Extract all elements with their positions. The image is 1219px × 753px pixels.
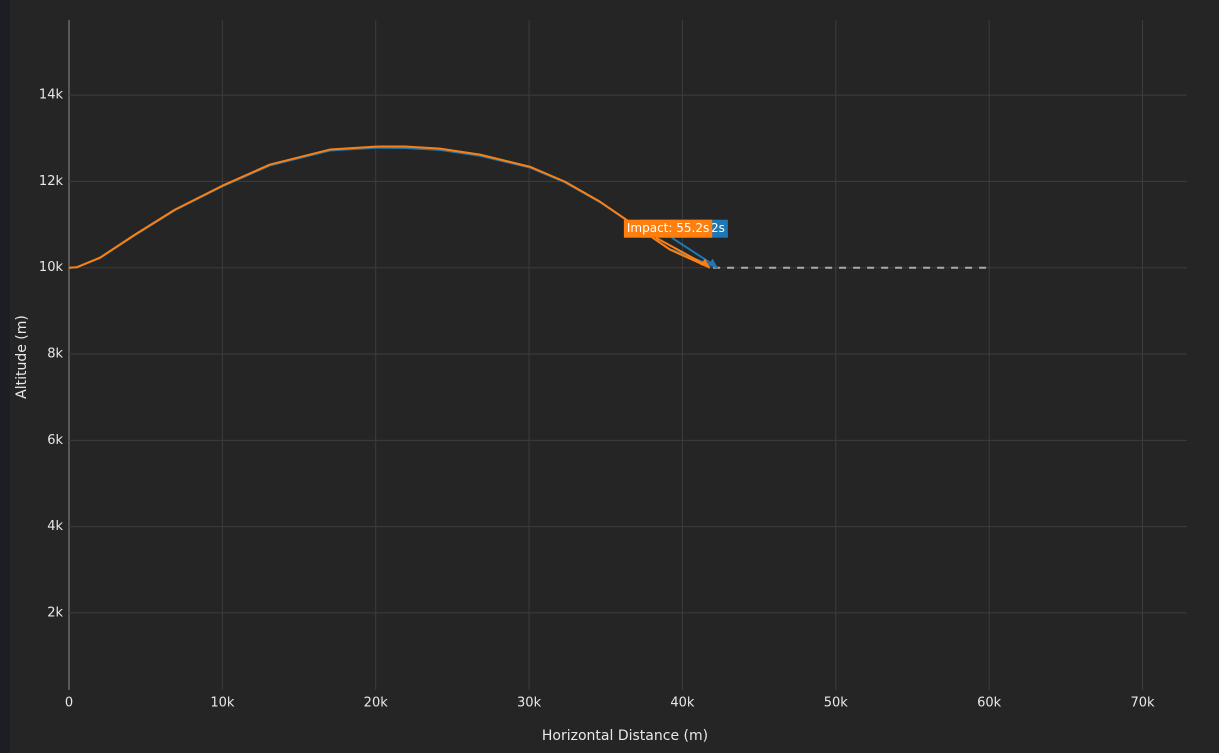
y-tick-label: 6k — [47, 433, 63, 448]
annotation-label: Impact: 55.2s — [627, 221, 709, 235]
x-tick-label: 50k — [824, 696, 849, 711]
y-tick-label: 4k — [47, 519, 63, 534]
annotation-arrow — [671, 236, 716, 267]
y-tick-label: 14k — [39, 88, 64, 103]
y-axis-title: Altitude (m) — [14, 315, 30, 399]
x-axis-title: Horizontal Distance (m) — [542, 728, 708, 744]
annotation-arrowhead — [707, 258, 718, 268]
x-tick-label: 20k — [364, 696, 389, 711]
annotation-arrow — [655, 236, 708, 267]
x-tick-label: 0 — [65, 696, 73, 711]
y-tick-label: 2k — [47, 605, 63, 620]
x-tick-label: 30k — [517, 696, 542, 711]
x-tick-label: 40k — [670, 696, 695, 711]
y-tick-label: 8k — [47, 347, 63, 362]
y-tick-label: 12k — [39, 174, 64, 189]
x-tick-label: 60k — [977, 696, 1002, 711]
y-tick-label: 10k — [39, 260, 64, 275]
annotation-arrowhead — [700, 258, 711, 268]
side-strip — [0, 0, 10, 753]
trajectory-line — [68, 145, 711, 269]
x-tick-label: 10k — [210, 696, 235, 711]
x-tick-label: 70k — [1130, 696, 1155, 711]
background — [10, 0, 1219, 753]
annotation-box — [623, 219, 713, 238]
